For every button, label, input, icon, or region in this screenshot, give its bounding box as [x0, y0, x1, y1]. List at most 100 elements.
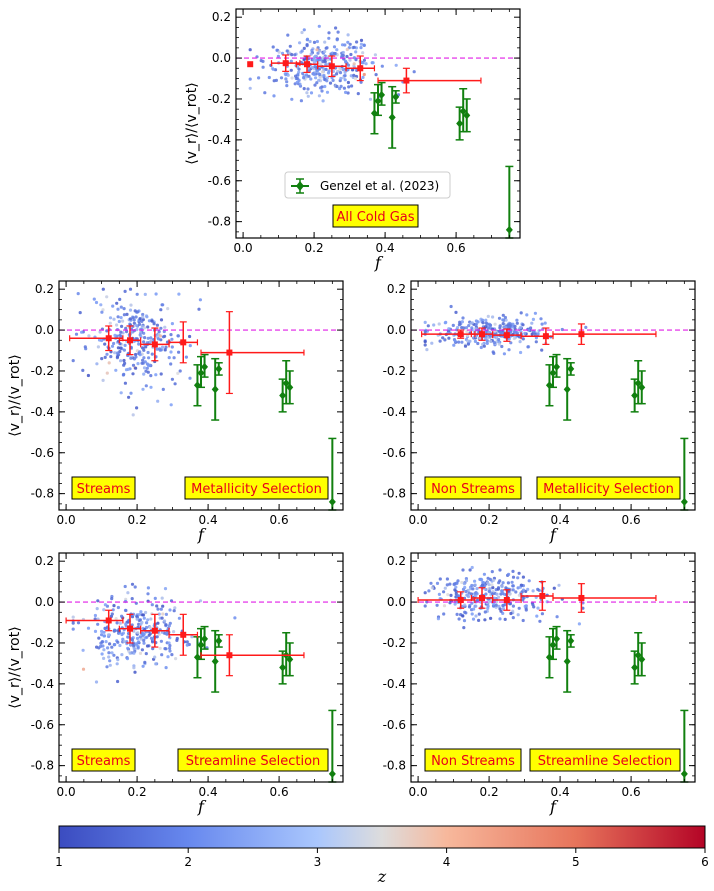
scatter-point — [138, 651, 143, 656]
scatter-point — [136, 640, 140, 644]
scatter-point — [134, 366, 138, 370]
scatter-point — [140, 620, 144, 625]
scatter-point — [346, 33, 350, 37]
obs-point — [463, 111, 471, 120]
obs-point — [459, 107, 467, 116]
scatter-point — [116, 315, 120, 319]
scatter-point — [309, 91, 314, 95]
median-point — [542, 333, 549, 340]
scatter-point — [81, 667, 86, 671]
scatter-point — [120, 324, 124, 328]
scatter-point — [108, 659, 112, 663]
panel2-label-text-1: Metallicity Selection — [543, 482, 674, 497]
panel-nonstreams-streamline: 0.0 0.2 0.4 0.6 0.2 0.0 -0.2 -0.4 -0.6 -0.8 f Non … — [383, 552, 696, 816]
panel0-label-text: All Cold Gas — [336, 210, 414, 225]
scatter-point — [512, 330, 516, 334]
scatter-point — [362, 43, 366, 47]
scatter-point — [176, 371, 180, 375]
scatter-point — [168, 646, 172, 650]
scatter-point — [317, 72, 321, 76]
scatter-point — [341, 50, 345, 55]
scatter-point — [467, 605, 472, 609]
scatter-point — [516, 613, 520, 617]
scatter-point — [456, 594, 461, 598]
scatter-point — [500, 344, 504, 349]
scatter-point — [343, 78, 347, 82]
scatter-point — [298, 41, 302, 45]
scatter-point — [487, 589, 491, 593]
scatter-point — [466, 594, 471, 599]
scatter-point — [435, 603, 439, 607]
panel3-axes: 0.0 0.2 0.4 0.6 0.2 0.0 -0.2 -0.4 -0.6 -0.8 f ⟨v_r⟩… — [7, 552, 344, 816]
scatter-point — [106, 646, 110, 650]
scatter-point — [93, 613, 97, 618]
scatter-point — [145, 635, 149, 639]
scatter-point — [325, 79, 329, 83]
scatter-point — [492, 578, 496, 582]
scatter-point — [484, 318, 488, 322]
median-point — [180, 631, 187, 638]
scatter-point — [149, 636, 154, 640]
y-tick-label: -0.2 — [383, 364, 406, 378]
scatter-point — [456, 579, 460, 583]
scatter-point — [135, 406, 139, 410]
scatter-point — [300, 49, 304, 53]
scatter-point — [492, 604, 496, 608]
scatter-point — [446, 593, 450, 597]
colorbar-gradient — [58, 825, 706, 849]
scatter-point — [356, 92, 360, 96]
scatter-point — [457, 340, 461, 344]
scatter-point — [115, 662, 119, 666]
scatter-point — [343, 43, 347, 47]
scatter-point — [308, 39, 312, 44]
scatter-point — [346, 63, 351, 67]
scatter-point — [335, 48, 339, 52]
scatter-point — [340, 43, 345, 47]
scatter-point — [319, 62, 323, 66]
scatter-point — [522, 596, 526, 600]
scatter-point — [540, 348, 544, 352]
median-point — [247, 61, 254, 68]
scatter-point — [521, 588, 526, 592]
scatter-point — [503, 603, 507, 607]
obs-point — [286, 383, 294, 392]
scatter-point — [102, 630, 106, 634]
y-tick-label: -0.8 — [383, 759, 406, 773]
scatter-point — [362, 58, 366, 62]
scatter-point — [164, 647, 168, 651]
panel3-points — [71, 582, 237, 684]
scatter-point — [324, 67, 328, 71]
panel4-label-box-0: Non Streams — [424, 748, 522, 772]
scatter-point — [452, 343, 456, 347]
scatter-point — [339, 76, 343, 81]
scatter-point — [512, 336, 516, 341]
scatter-point — [100, 633, 104, 637]
y-tick-label: -0.2 — [31, 636, 54, 650]
scatter-point — [144, 652, 148, 656]
scatter-point — [123, 343, 127, 347]
scatter-point — [461, 316, 465, 320]
scatter-point — [317, 94, 321, 98]
scatter-point — [188, 334, 192, 339]
scatter-point — [491, 315, 495, 319]
obs-point — [392, 92, 400, 101]
scatter-point — [490, 592, 494, 596]
scatter-point — [151, 647, 155, 651]
scatter-point — [423, 330, 427, 334]
panel-all-cold-gas: 0.0 0.2 0.4 0.6 0.2 0.0 -0.2 -0.4 -0.6 -0.8 f ⟨v_r⟩… — [184, 8, 521, 272]
obs-point — [567, 636, 575, 645]
scatter-point — [364, 62, 368, 66]
scatter-point — [105, 665, 109, 669]
scatter-point — [117, 319, 121, 324]
scatter-point — [155, 604, 159, 608]
scatter-point — [163, 619, 167, 623]
scatter-point — [346, 80, 350, 85]
scatter-point — [144, 384, 148, 388]
scatter-point — [486, 606, 490, 611]
scatter-point — [299, 99, 303, 103]
median-point — [127, 625, 133, 632]
scatter-point — [166, 655, 170, 659]
scatter-point — [160, 345, 165, 349]
x-tick-label: 0.2 — [128, 513, 147, 527]
